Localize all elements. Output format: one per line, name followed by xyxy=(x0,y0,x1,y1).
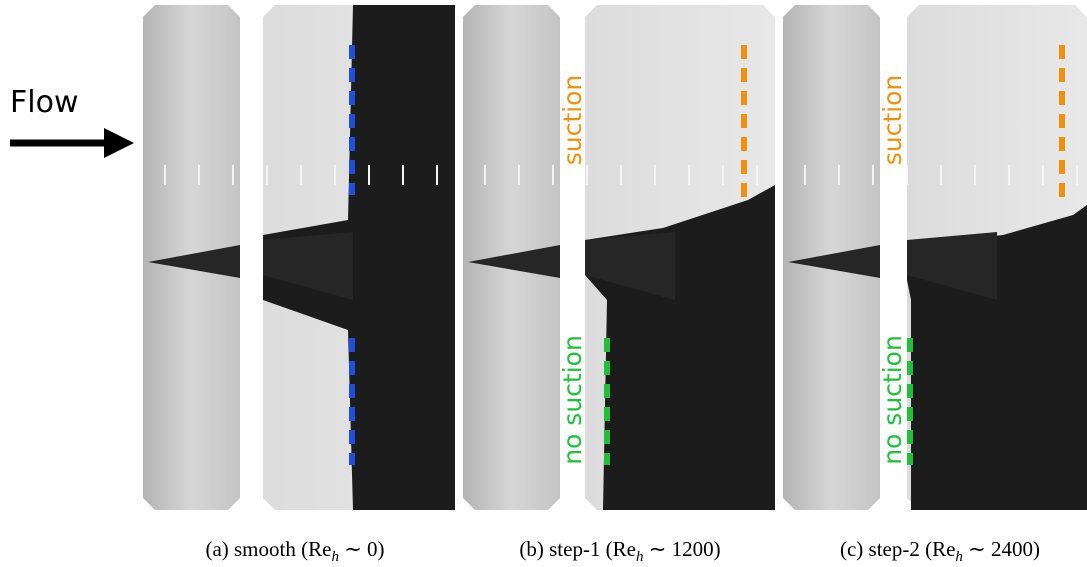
no-suction-label: no suction xyxy=(878,335,907,465)
caption-text: ∼ 0) xyxy=(339,537,385,561)
suction-label: suction xyxy=(878,75,907,166)
caption-text: (a) smooth (Re xyxy=(205,537,331,561)
slot-gap xyxy=(880,0,907,520)
caption-text: ∼ 1200) xyxy=(644,537,721,561)
wake-wedge xyxy=(585,232,675,300)
caption-text: (b) step-1 (Re xyxy=(519,537,636,561)
no-suction-label: no suction xyxy=(558,335,587,465)
caption-subscript: h xyxy=(331,549,339,565)
wake-wedge xyxy=(907,232,997,300)
caption-subscript: h xyxy=(955,549,963,565)
panel xyxy=(783,0,1087,520)
wake-wedge xyxy=(468,245,560,278)
caption: (a) smooth (Reh ∼ 0) xyxy=(205,537,384,565)
wake-wedge xyxy=(148,245,240,278)
caption-text: ∼ 2400) xyxy=(963,537,1040,561)
flow-arrow-head xyxy=(104,128,134,158)
caption: (c) step-2 (Reh ∼ 2400) xyxy=(840,537,1040,565)
suction-label: suction xyxy=(558,75,587,166)
slot-gap xyxy=(240,0,263,520)
wake-wedge xyxy=(263,232,353,300)
panel xyxy=(143,0,455,520)
flow-label: Flow xyxy=(10,85,78,120)
caption-text: (c) step-2 (Re xyxy=(840,537,955,561)
dark-region xyxy=(263,5,455,510)
slot-gap xyxy=(560,0,585,520)
panel xyxy=(463,0,775,520)
wake-wedge xyxy=(788,245,880,278)
caption: (b) step-1 (Reh ∼ 1200) xyxy=(519,537,720,565)
caption-subscript: h xyxy=(636,549,644,565)
